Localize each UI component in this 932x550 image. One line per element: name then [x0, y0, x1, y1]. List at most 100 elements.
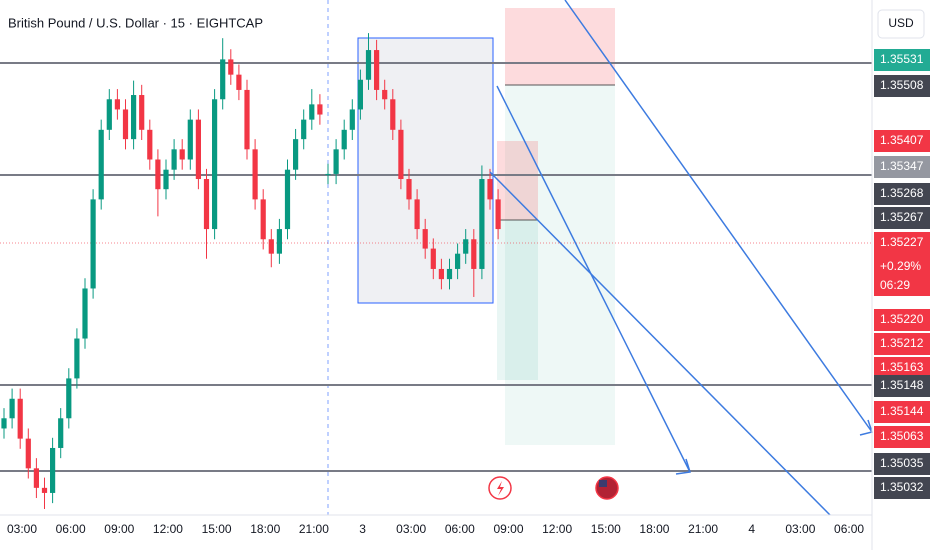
candle-body [122, 109, 129, 140]
candle-body [325, 173, 331, 175]
x-tick-label: 06:00 [445, 522, 475, 536]
candle-body [284, 169, 291, 230]
price-label: 1.35531 [880, 52, 924, 66]
chart-title: British Pound / U.S. Dollar · 15 · EIGHT… [8, 15, 263, 30]
currency: USD [888, 16, 914, 30]
target-zone-small [497, 220, 538, 380]
candle-body [422, 229, 428, 249]
x-tick-label: 18:00 [639, 522, 669, 536]
trend-lines [489, 0, 873, 516]
x-tick-label: 03:00 [7, 522, 37, 536]
candle-body [155, 159, 161, 190]
candle-body [25, 438, 31, 469]
candle-body [98, 129, 104, 200]
candle-body [463, 239, 469, 254]
price-label-bg [874, 357, 930, 379]
countdown: 06:29 [880, 278, 910, 292]
candle-body [341, 129, 347, 150]
x-tick-label: 12:00 [542, 522, 572, 536]
candle-body [1, 418, 7, 429]
x-tick-label: 09:00 [493, 522, 523, 536]
x-tick-label: 03:00 [785, 522, 815, 536]
x-tick-label: 09:00 [104, 522, 134, 536]
candle-body [471, 239, 477, 269]
candle-body [293, 139, 299, 170]
candle-body [365, 50, 372, 80]
x-tick-label: 15:00 [202, 522, 232, 536]
price-label: 1.35148 [880, 378, 924, 392]
candle-body [203, 179, 210, 230]
x-tick-label: 3 [359, 522, 366, 536]
candle-body [90, 199, 96, 289]
candle-body [139, 95, 145, 130]
candle-body [220, 59, 226, 100]
x-tick-label: 03:00 [396, 522, 426, 536]
candle-body [333, 149, 339, 174]
x-tick-label: 4 [748, 522, 755, 536]
candle-body [398, 129, 404, 180]
price-label: 1.35227 [880, 235, 924, 249]
x-tick-label: 15:00 [591, 522, 621, 536]
candle-body [276, 229, 282, 254]
x-tick-label: 12:00 [153, 522, 183, 536]
candle-body [495, 199, 501, 230]
candle-body [33, 468, 39, 488]
price-label-bg [874, 183, 930, 205]
candle-body [446, 268, 453, 280]
candle-body [9, 398, 15, 419]
candle-body [479, 179, 485, 269]
candle-body [106, 99, 112, 130]
price-label-bg [874, 375, 930, 397]
price-label: 1.35032 [880, 480, 924, 494]
price-label-bg [874, 156, 930, 178]
candle-body [187, 119, 193, 160]
price-label: 1.35347 [880, 159, 924, 173]
price-label-bg [874, 333, 930, 355]
candle-body [382, 89, 388, 100]
price-label-bg [874, 207, 930, 229]
candle-body [252, 149, 258, 200]
candle-body [114, 99, 120, 110]
candle-body [50, 447, 56, 493]
x-tick-label: 21:00 [299, 522, 329, 536]
x-tick-label: 06:00 [56, 522, 86, 536]
candle-body [487, 179, 493, 200]
price-label-bg [874, 232, 930, 296]
candle-body [268, 239, 274, 254]
event-icon-glyph [497, 481, 504, 496]
price-label: 1.35163 [880, 360, 924, 374]
candle-body [131, 95, 137, 140]
candle-body [58, 418, 64, 448]
price-label: 1.35144 [880, 404, 924, 418]
candle-body [357, 79, 363, 110]
candle-body [163, 169, 169, 190]
range-box [357, 37, 494, 304]
candle-body [17, 398, 23, 439]
candle-body [455, 253, 461, 269]
stop-zone [505, 8, 615, 85]
candle-body [301, 119, 307, 140]
candle-body [82, 288, 88, 339]
x-tick-label: 18:00 [250, 522, 280, 536]
candle-body [212, 99, 218, 230]
candle-body [374, 50, 380, 90]
candle-body [236, 74, 242, 90]
candle-body [41, 487, 48, 493]
price-label: 1.35220 [880, 312, 924, 326]
price-label-bg [874, 401, 930, 423]
price-label-bg [874, 130, 930, 152]
candle-body [390, 99, 396, 130]
price-label: 1.35268 [880, 186, 924, 200]
price-label-bg [874, 426, 930, 448]
currency-button[interactable] [877, 9, 925, 39]
candle-body [438, 268, 444, 280]
candle-body [147, 129, 153, 160]
candle-body [66, 378, 72, 419]
candle-body [244, 89, 250, 150]
stop-zone-small [497, 141, 538, 220]
candle-body [74, 338, 80, 379]
candle-body [414, 199, 420, 230]
candle-body [195, 119, 201, 180]
